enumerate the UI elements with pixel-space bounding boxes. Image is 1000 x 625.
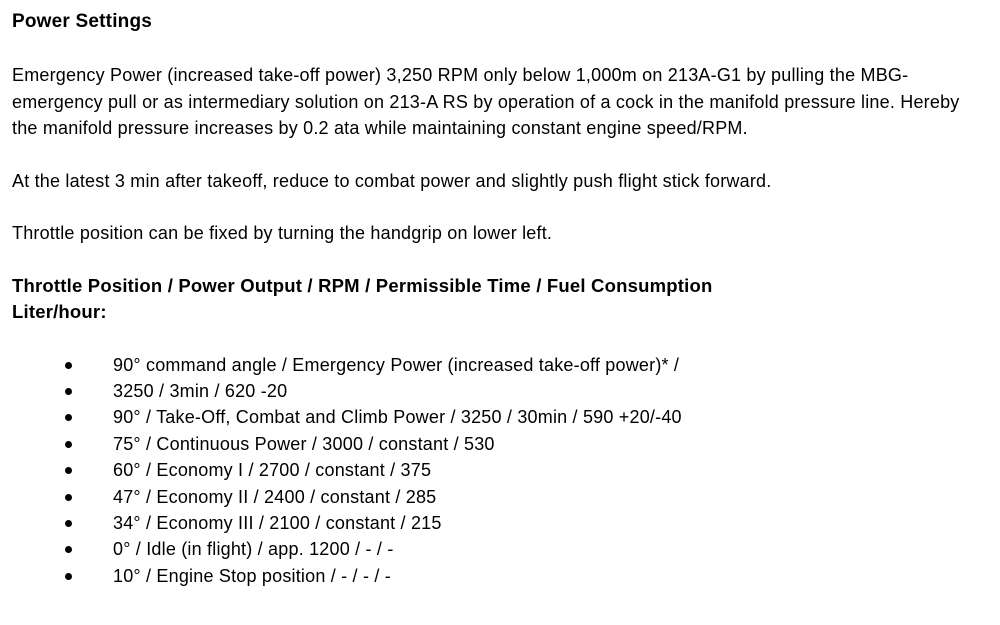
- throttle-settings-list: 90° command angle / Emergency Power (inc…: [12, 352, 988, 590]
- list-item-emergency-power-line2: 3250 / 3min / 620 -20: [12, 378, 988, 404]
- paragraph-throttle-fix: Throttle position can be fixed by turnin…: [12, 223, 553, 243]
- list-item-idle: 0° / Idle (in flight) / app. 1200 / - / …: [12, 536, 988, 562]
- page-title: Power Settings: [12, 11, 153, 32]
- list-item-economy-1: 60° / Economy I / 2700 / constant / 375: [12, 457, 988, 483]
- paragraph-emergency-power: Emergency Power (increased take-off powe…: [12, 65, 960, 138]
- paragraph-after-takeoff: At the latest 3 min after takeoff, reduc…: [12, 170, 772, 191]
- list-item-economy-3: 34° / Economy III / 2100 / constant / 21…: [12, 510, 988, 536]
- list-item-engine-stop: 10° / Engine Stop position / - / - / -: [12, 563, 988, 589]
- list-item-continuous-power: 75° / Continuous Power / 3000 / constant…: [12, 431, 988, 457]
- list-item-economy-2: 47° / Economy II / 2400 / constant / 285: [12, 484, 988, 510]
- section-heading-throttle-table: Throttle Position / Power Output / RPM /…: [12, 274, 713, 323]
- list-item-emergency-power-line1: 90° command angle / Emergency Power (inc…: [12, 352, 988, 378]
- list-item-takeoff-combat-climb: 90° / Take-Off, Combat and Climb Power /…: [12, 404, 988, 430]
- document-page: Power Settings Emergency Power (increase…: [12, 11, 988, 590]
